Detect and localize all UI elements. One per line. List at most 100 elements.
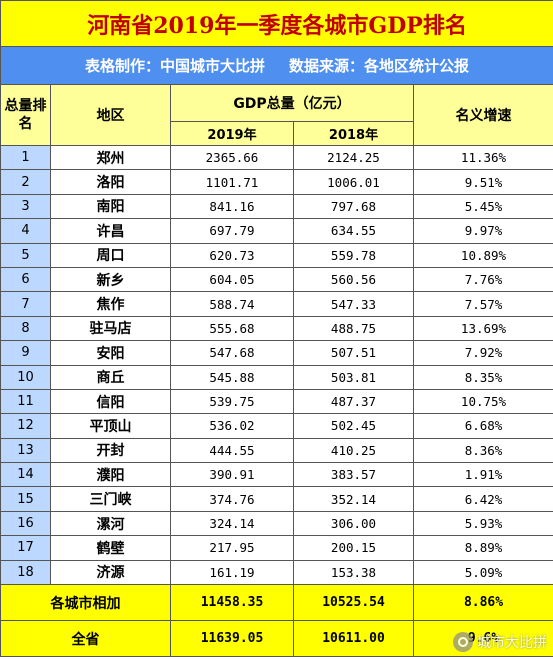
gdp-2019-cell: 547.68 xyxy=(170,340,294,366)
city-cell: 开封 xyxy=(50,437,171,464)
total-row: 全省 11639.05 10611.00 9.6% xyxy=(0,620,553,658)
city-cell: 驻马店 xyxy=(50,315,171,342)
growth-cell: 9.97% xyxy=(412,218,553,244)
gdp-2019-cell: 536.02 xyxy=(170,413,294,439)
total-row: 各城市相加 11458.35 10525.54 8.86% xyxy=(0,584,553,622)
rank-cell: 14 xyxy=(0,462,51,488)
city-cell: 平顶山 xyxy=(50,413,171,439)
city-cell: 信阳 xyxy=(50,388,171,415)
city-cell: 新乡 xyxy=(50,266,171,293)
total-growth: 9.6% xyxy=(412,620,553,658)
table-subtitle: 表格制作：中国城市大比拼 数据来源：各地区统计公报 xyxy=(0,46,553,85)
city-cell: 周口 xyxy=(50,242,171,268)
gdp-2019-cell: 604.05 xyxy=(170,266,294,293)
total-gdp-2019: 11458.35 xyxy=(170,584,294,622)
gdp-2018-cell: 410.25 xyxy=(293,437,414,464)
gdp-2018-cell: 560.56 xyxy=(293,266,414,293)
city-cell: 安阳 xyxy=(50,340,171,366)
city-cell: 南阳 xyxy=(50,193,171,220)
table-row: 5 周口 620.73 559.78 10.89% xyxy=(0,242,553,268)
growth-cell: 8.35% xyxy=(412,364,553,390)
table-row: 16 漯河 324.14 306.00 5.93% xyxy=(0,510,553,537)
gdp-2018-cell: 2124.25 xyxy=(293,144,414,171)
data-source: 数据来源：各地区统计公报 xyxy=(289,57,470,75)
gdp-2019-cell: 545.88 xyxy=(170,364,294,390)
gdp-2019-cell: 2365.66 xyxy=(170,144,294,171)
table-row: 9 安阳 547.68 507.51 7.92% xyxy=(0,340,553,366)
gdp-2019-cell: 374.76 xyxy=(170,486,294,512)
table-row: 1 郑州 2365.66 2124.25 11.36% xyxy=(0,144,553,171)
rank-cell: 4 xyxy=(0,218,51,244)
growth-cell: 6.42% xyxy=(412,486,553,512)
growth-cell: 8.36% xyxy=(412,437,553,464)
growth-cell: 7.57% xyxy=(412,291,553,317)
table-row: 17 鹤壁 217.95 200.15 8.89% xyxy=(0,535,553,561)
city-cell: 郑州 xyxy=(50,144,171,171)
rank-cell: 15 xyxy=(0,486,51,512)
city-cell: 三门峡 xyxy=(50,486,171,512)
table-row: 13 开封 444.55 410.25 8.36% xyxy=(0,437,553,464)
watermark: 城市大比拼 xyxy=(453,632,547,652)
gdp-2019-cell: 217.95 xyxy=(170,535,294,561)
rank-cell: 1 xyxy=(0,144,51,171)
gdp-2019-cell: 588.74 xyxy=(170,291,294,317)
rank-cell: 17 xyxy=(0,535,51,561)
gdp-2018-cell: 503.81 xyxy=(293,364,414,390)
gdp-2018-cell: 502.45 xyxy=(293,413,414,439)
gdp-2019-cell: 161.19 xyxy=(170,559,294,586)
table-row: 10 商丘 545.88 503.81 8.35% xyxy=(0,364,553,390)
total-gdp-2018: 10611.00 xyxy=(293,620,414,658)
gdp-2019-cell: 1101.71 xyxy=(170,169,294,195)
gdp-2018-cell: 1006.01 xyxy=(293,169,414,195)
title-row: 河南省2019年一季度各城市GDP排名 xyxy=(0,0,553,47)
gdp-2018-cell: 488.75 xyxy=(293,315,414,342)
rank-cell: 16 xyxy=(0,510,51,537)
table-row: 12 平顶山 536.02 502.45 6.68% xyxy=(0,413,553,439)
table-title: 河南省2019年一季度各城市GDP排名 xyxy=(0,0,553,47)
growth-cell: 6.68% xyxy=(412,413,553,439)
city-cell: 鹤壁 xyxy=(50,535,171,561)
rank-cell: 6 xyxy=(0,266,51,293)
city-cell: 商丘 xyxy=(50,364,171,390)
gdp-2019-cell: 539.75 xyxy=(170,388,294,415)
city-cell: 焦作 xyxy=(50,291,171,317)
header-growth: 名义增速 xyxy=(412,84,553,146)
gdp-2019-cell: 324.14 xyxy=(170,510,294,537)
rank-cell: 9 xyxy=(0,340,51,366)
growth-cell: 7.76% xyxy=(412,266,553,293)
gdp-2018-cell: 507.51 xyxy=(293,340,414,366)
header-gdp-total: GDP总量（亿元） xyxy=(170,84,414,122)
growth-cell: 5.09% xyxy=(412,559,553,586)
watermark-text: 城市大比拼 xyxy=(477,635,547,651)
growth-cell: 9.51% xyxy=(412,169,553,195)
rank-cell: 10 xyxy=(0,364,51,390)
gdp-2018-cell: 487.37 xyxy=(293,388,414,415)
city-cell: 济源 xyxy=(50,559,171,586)
rank-cell: 3 xyxy=(0,193,51,220)
header-rank: 总量排名 xyxy=(0,84,51,146)
gdp-2019-cell: 444.55 xyxy=(170,437,294,464)
rank-cell: 18 xyxy=(0,559,51,586)
gdp-2018-cell: 559.78 xyxy=(293,242,414,268)
growth-cell: 1.91% xyxy=(412,462,553,488)
gdp-2019-cell: 390.91 xyxy=(170,462,294,488)
rank-cell: 13 xyxy=(0,437,51,464)
gdp-2018-cell: 797.68 xyxy=(293,193,414,220)
header-row-1: 总量排名 地区 GDP总量（亿元） 名义增速 xyxy=(0,84,553,146)
table-row: 6 新乡 604.05 560.56 7.76% xyxy=(0,266,553,293)
table-row: 15 三门峡 374.76 352.14 6.42% xyxy=(0,486,553,512)
subtitle-row: 表格制作：中国城市大比拼 数据来源：各地区统计公报 xyxy=(0,46,553,85)
gdp-2018-cell: 352.14 xyxy=(293,486,414,512)
rank-cell: 8 xyxy=(0,315,51,342)
table-row: 8 驻马店 555.68 488.75 13.69% xyxy=(0,315,553,342)
total-label: 各城市相加 xyxy=(0,584,171,622)
growth-cell: 10.89% xyxy=(412,242,553,268)
gdp-2019-cell: 555.68 xyxy=(170,315,294,342)
table-row: 14 濮阳 390.91 383.57 1.91% xyxy=(0,462,553,488)
growth-cell: 11.36% xyxy=(412,144,553,171)
gdp-2018-cell: 200.15 xyxy=(293,535,414,561)
total-gdp-2018: 10525.54 xyxy=(293,584,414,622)
header-region: 地区 xyxy=(50,84,171,146)
